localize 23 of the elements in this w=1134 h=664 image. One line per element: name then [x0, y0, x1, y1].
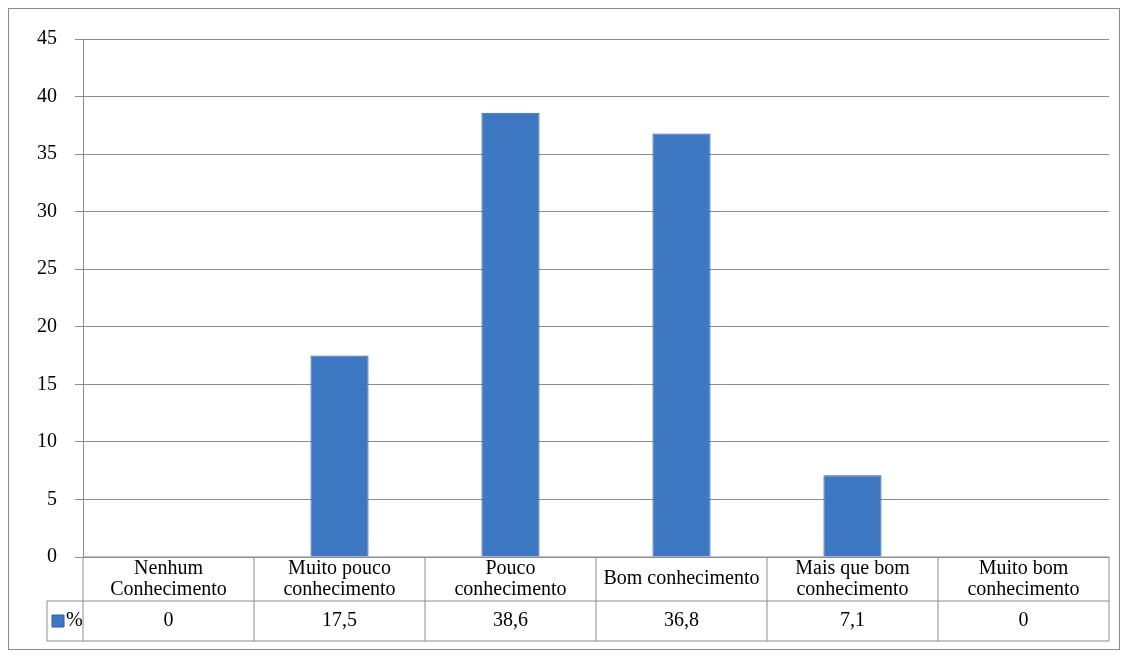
x-tick-label: Pouco conhecimento	[454, 555, 567, 599]
x-tick-label: Muito bom conhecimento	[967, 555, 1080, 599]
data-label: 36,8	[664, 608, 699, 631]
x-tick-label: Nenhum Conhecimento	[110, 555, 227, 599]
x-tick-label: Muito pouco conhecimento	[283, 555, 396, 599]
y-tick-label: 35	[37, 141, 57, 164]
data-label: 38,6	[493, 608, 528, 631]
data-label: 0	[1018, 608, 1029, 631]
legend-label: %	[66, 608, 83, 631]
x-tick-label: Bom conhecimento	[603, 566, 760, 589]
y-tick-label: 20	[37, 314, 57, 337]
y-tick-label: 15	[37, 371, 57, 394]
y-tick-label: 10	[37, 429, 57, 452]
data-label: 0	[163, 608, 174, 631]
y-tick-label: 45	[37, 26, 57, 49]
y-tick-label: 5	[47, 486, 57, 509]
y-tick-label: 30	[37, 198, 57, 221]
y-tick-label: 0	[47, 544, 57, 567]
data-label: 17,5	[322, 608, 357, 631]
x-tick-label: Mais que bom conhecimento	[795, 555, 911, 599]
data-label: 7,1	[840, 608, 865, 631]
y-tick-label: 25	[37, 256, 57, 279]
y-tick-label: 40	[37, 83, 57, 106]
